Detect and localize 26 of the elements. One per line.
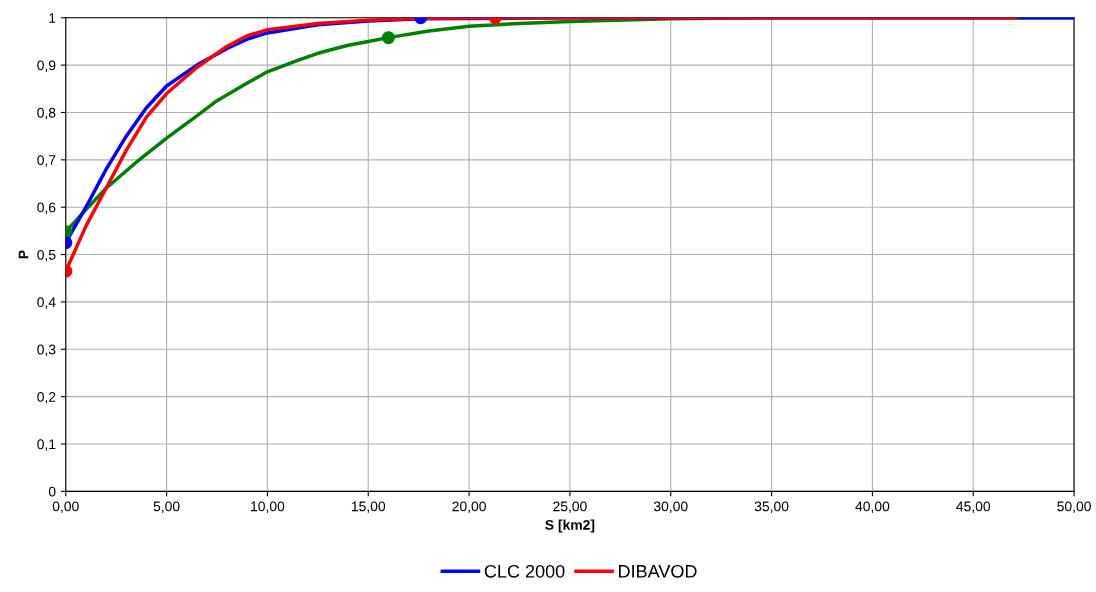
y-tick-label: 0,5 [37,249,56,262]
x-tick-label: 10,00 [251,501,285,513]
y-tick-label: 0,7 [37,155,56,167]
legend-label: CLC 2000 [484,564,565,578]
x-tick-label: 45,00 [956,501,991,513]
y-tick-label: 0,8 [37,107,56,120]
x-tick-label: 5,00 [153,501,180,513]
y-tick-label: 0,3 [37,344,56,357]
x-axis-title: S [km2] [545,519,595,533]
y-tick-label: 0,6 [37,202,56,215]
x-tick-label: 25,00 [553,501,587,513]
x-tick-label: 40,00 [855,501,890,513]
y-axis-title: P [18,250,29,259]
x-tick-label: 0,00 [52,501,79,513]
x-tick-label: 15,00 [351,501,386,513]
y-tick-label: 0,2 [37,391,56,404]
y-tick-label: 1 [49,13,56,23]
x-tick-label: 20,00 [452,501,486,513]
y-tick-label: 0 [48,486,56,497]
y-tick-label: 0,9 [37,60,56,72]
x-tick-label: 50,00 [1057,501,1091,513]
x-tick-label: 30,00 [653,501,688,513]
legend-label: DIBAVOD [619,564,697,578]
y-tick-label: 0,1 [37,439,56,451]
x-tick-label: 35,00 [754,501,789,513]
y-tick-label: 0,4 [37,297,56,309]
